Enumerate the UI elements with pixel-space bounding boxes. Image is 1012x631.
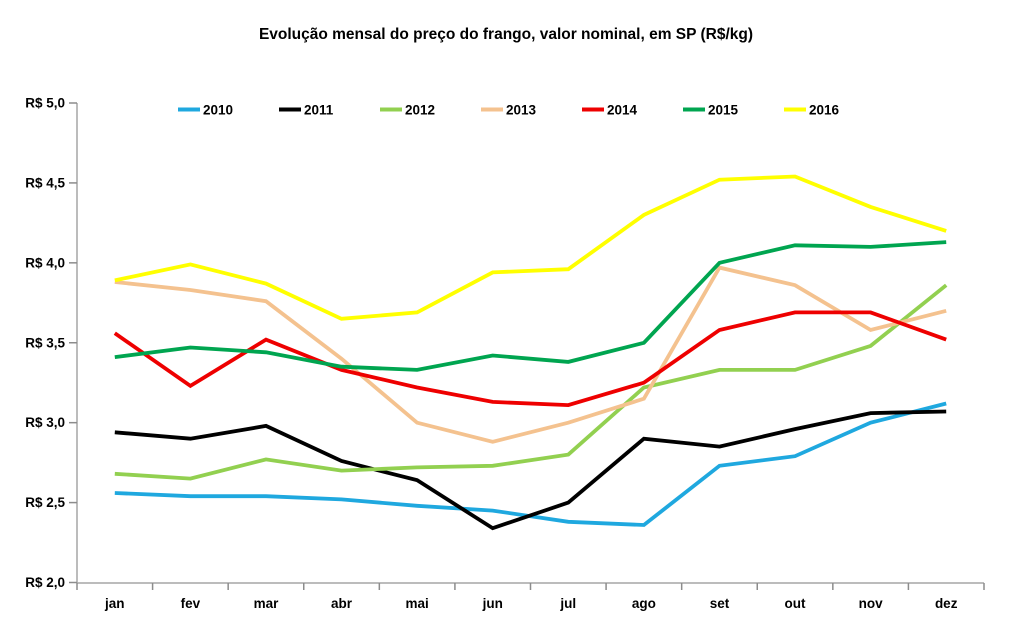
x-axis-label-jun: jun [482,596,503,611]
legend-label-2016: 2016 [809,103,840,118]
x-axis-label-fev: fev [181,596,201,611]
series-line-2013 [114,265,947,444]
legend-label-2012: 2012 [405,103,435,118]
x-axis-label-mar: mar [254,596,280,611]
x-axis-label-set: set [710,596,730,611]
x-axis-label-ago: ago [632,596,656,611]
series-line-2012 [114,283,948,481]
legend-label-2013: 2013 [506,103,537,118]
series-line-2014 [113,310,947,408]
y-axis-tick-label: R$ 4,5 [25,175,65,190]
series-line-2016 [114,174,947,321]
legend-label-2011: 2011 [304,103,334,118]
x-axis-label-mai: mai [405,596,428,611]
legend-label-2015: 2015 [708,103,739,118]
x-axis-label-dez: dez [935,596,958,611]
chart-title: Evolução mensal do preço do frango, valo… [258,26,754,43]
series-line-2015 [114,240,947,372]
legend-label-2014: 2014 [607,103,638,118]
y-axis-tick-label: R$ 4,0 [25,255,65,270]
y-axis-tick-label: R$ 3,5 [25,335,65,350]
y-axis-tick-label: R$ 2,5 [25,495,65,510]
x-axis-label-abr: abr [331,596,353,611]
series-line-2011 [114,409,947,531]
y-axis-tick-label: R$ 2,0 [25,575,65,590]
x-axis-label-out: out [785,596,806,611]
x-axis-label-jan: jan [104,596,125,611]
y-axis-tick-label: R$ 3,0 [25,415,65,430]
y-axis-tick-label: R$ 5,0 [25,96,65,111]
x-axis-label-jul: jul [559,596,576,611]
legend-label-2010: 2010 [203,103,233,118]
x-axis-label-nov: nov [859,596,883,611]
